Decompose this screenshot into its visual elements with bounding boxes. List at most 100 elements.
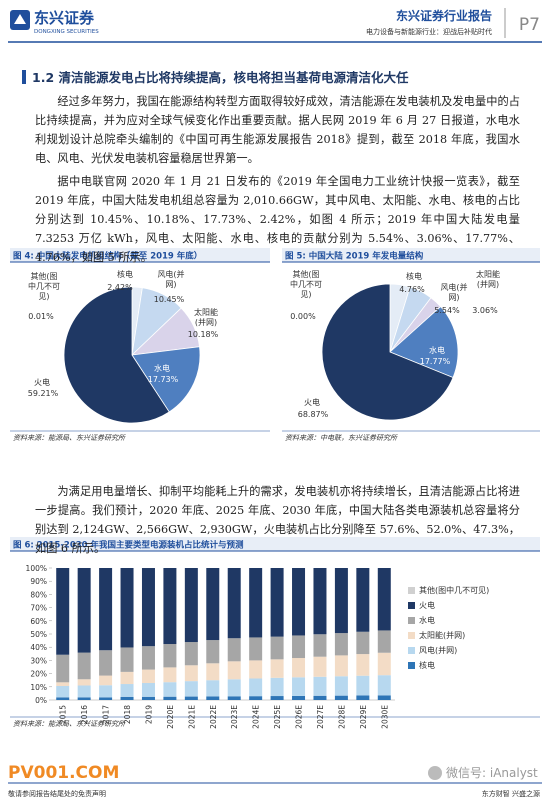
figure-source: 资料来源：能源局、东兴证券研究所 bbox=[13, 434, 126, 442]
pie-value-label: 4.76% bbox=[399, 285, 425, 294]
figure-source: 资料来源：能源局、东兴证券研究所 bbox=[13, 720, 126, 728]
bar-segment bbox=[270, 568, 284, 637]
bar-segment bbox=[56, 568, 70, 655]
bar-segment bbox=[270, 636, 284, 660]
pie-slice bbox=[389, 306, 459, 379]
bar-segment bbox=[163, 667, 177, 683]
paragraph: 为满足用电量增长、抑制平均能耗上升的需求，发电装机亦将持续增长，且清洁能源占比将… bbox=[35, 485, 520, 555]
y-tick-label: 90% bbox=[30, 577, 47, 586]
pie-category-label: 水电 bbox=[154, 364, 170, 373]
report-subtitle: 电力设备与新能源行业：迎战后补贴时代 bbox=[366, 27, 492, 36]
bar-segment bbox=[206, 663, 220, 681]
bar-segment bbox=[227, 638, 241, 662]
bar-segment bbox=[163, 568, 177, 645]
paragraph: 经过多年努力，我国在能源结构转型方面取得较好成效，清洁能源在发电装机及发电量中的… bbox=[35, 95, 520, 165]
footer-brand: PV001.COM bbox=[8, 763, 119, 783]
x-tick-label: 2024E bbox=[252, 705, 261, 729]
pie-category-label: 其他(图中几不可见) bbox=[290, 270, 322, 299]
bar-segment bbox=[77, 568, 91, 653]
legend-swatch bbox=[408, 647, 415, 654]
pie-value-label: 17.77% bbox=[419, 357, 451, 366]
bar-segment bbox=[313, 695, 327, 700]
bar-segment bbox=[377, 695, 391, 700]
x-tick-label: 2028E bbox=[337, 705, 346, 729]
bar-segment bbox=[141, 646, 155, 670]
pie-slice bbox=[321, 283, 454, 421]
bar-segment bbox=[163, 696, 177, 700]
pie-value-label: 3.06% bbox=[472, 306, 498, 315]
legend-label: 火电 bbox=[419, 600, 435, 610]
y-tick-label: 10% bbox=[30, 683, 47, 692]
bar-segment bbox=[334, 655, 348, 677]
x-tick-label: 2015 bbox=[59, 705, 68, 724]
figure-title-band bbox=[10, 537, 540, 551]
legend-swatch bbox=[408, 662, 415, 669]
y-tick-label: 70% bbox=[30, 604, 47, 613]
figure-title: 图 4: 中国大陆发电机组结构（截至 2019 年底） bbox=[13, 251, 202, 262]
legend-swatch bbox=[408, 587, 415, 594]
bar-segment bbox=[206, 568, 220, 641]
bar-segment bbox=[56, 682, 70, 687]
bar-segment bbox=[292, 695, 306, 700]
legend-swatch bbox=[408, 617, 415, 624]
figure-title: 图 5: 中国大陆 2019 年发电量结构 bbox=[285, 251, 424, 262]
bar-segment bbox=[270, 659, 284, 678]
bar-segment bbox=[99, 675, 113, 686]
footer-slogan: 东方财智 兴盛之源 bbox=[482, 789, 540, 798]
bar-segment bbox=[334, 633, 348, 656]
bar-segment bbox=[249, 660, 263, 679]
y-tick-label: 50% bbox=[30, 630, 47, 639]
bar-segment bbox=[56, 697, 70, 700]
pie-category-label: 风电(并网) bbox=[157, 270, 185, 289]
bar-segment bbox=[120, 684, 134, 697]
bar-segment bbox=[334, 568, 348, 634]
bar-segment bbox=[227, 661, 241, 680]
bar-segment bbox=[249, 678, 263, 697]
bar-segment bbox=[227, 696, 241, 700]
bar-segment bbox=[163, 682, 177, 697]
bar-segment bbox=[227, 679, 241, 697]
x-tick-label: 2022E bbox=[209, 705, 218, 729]
bar-segment bbox=[377, 675, 391, 696]
bar-segment bbox=[163, 644, 177, 668]
pie-category-label: 核电 bbox=[117, 270, 133, 279]
pie-category-label: 太阳能(并网) bbox=[194, 308, 218, 327]
pie-value-label: 68.87% bbox=[297, 410, 329, 419]
bar-segment bbox=[249, 696, 263, 700]
pie-category-label: 风电(并网) bbox=[440, 283, 468, 302]
pie-value-label: 2.42% bbox=[107, 283, 133, 292]
figure-title-band bbox=[10, 248, 270, 262]
bar-segment bbox=[206, 640, 220, 664]
bar-segment bbox=[356, 654, 370, 676]
bar-segment bbox=[99, 650, 113, 676]
legend-swatch bbox=[408, 632, 415, 639]
bar-segment bbox=[99, 568, 113, 651]
legend-label: 其他(图中几不可见) bbox=[419, 585, 489, 595]
pie-category-label: 水电 bbox=[429, 346, 445, 355]
bar-segment bbox=[184, 665, 198, 682]
pie-slice bbox=[131, 346, 201, 413]
pie-category-label: 火电 bbox=[304, 398, 320, 407]
legend-swatch bbox=[408, 602, 415, 609]
pie-value-label: 59.21% bbox=[27, 389, 59, 398]
y-tick-label: 80% bbox=[30, 590, 47, 599]
bar-segment bbox=[184, 696, 198, 700]
bar-segment bbox=[184, 642, 198, 666]
bar-segment bbox=[120, 696, 134, 700]
bar-segment bbox=[377, 568, 391, 631]
bar-segment bbox=[77, 679, 91, 686]
x-tick-label: 2021E bbox=[187, 705, 196, 729]
bar-segment bbox=[292, 568, 306, 636]
bar-segment bbox=[249, 637, 263, 661]
bar-segment bbox=[334, 676, 348, 696]
bar-segment bbox=[141, 683, 155, 697]
figure-title-band bbox=[282, 248, 540, 262]
bar-segment bbox=[77, 685, 91, 698]
bar-segment bbox=[356, 631, 370, 655]
bar-segment bbox=[141, 568, 155, 647]
legend-label: 风电(并网) bbox=[419, 645, 457, 655]
bar-segment bbox=[120, 647, 134, 672]
bar-segment bbox=[141, 696, 155, 700]
bar-segment bbox=[141, 669, 155, 684]
